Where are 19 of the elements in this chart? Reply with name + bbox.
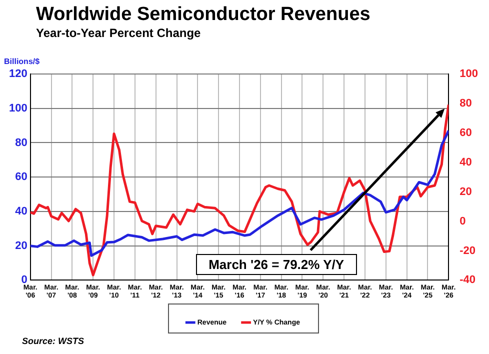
y-tick-label: 40	[15, 206, 28, 218]
y2-tick-label: 0	[460, 215, 466, 228]
y-axis-title: Billions/$	[4, 57, 40, 66]
source-note: Source: WSTS	[22, 336, 84, 346]
y2-tick-label: 100	[460, 68, 478, 80]
y2-tick-label: -40	[460, 274, 476, 286]
chart-title: Worldwide Semiconductor Revenues	[36, 4, 370, 26]
y2-tick-label: 20	[460, 186, 472, 198]
y2-tick-label: 60	[460, 126, 472, 139]
y2-tick-label: 80	[460, 97, 472, 110]
y2-tick-label: -20	[460, 244, 476, 257]
annotation: March '26 = 79.2% Y/Y	[196, 254, 358, 276]
y2-tick-label: 40	[460, 156, 472, 168]
chart-subtitle: Year-to-Year Percent Change	[36, 26, 201, 40]
y-tick-label: 80	[15, 136, 28, 149]
y-tick-label: 120	[8, 68, 28, 80]
y-tick-label: 100	[8, 102, 28, 114]
y-tick-label: 20	[15, 240, 28, 252]
y-tick-label: 60	[15, 171, 28, 184]
